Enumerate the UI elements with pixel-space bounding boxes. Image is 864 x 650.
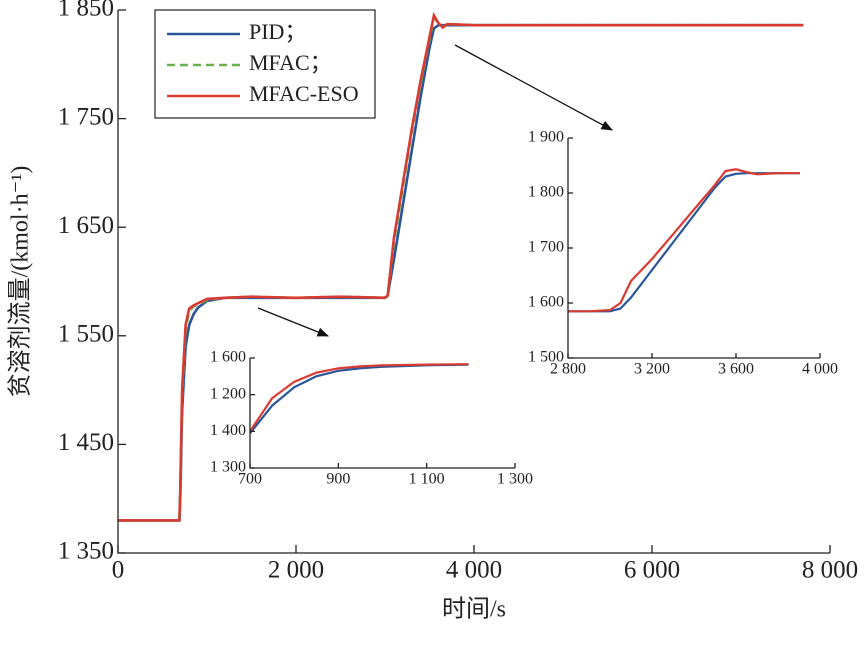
x-tick-label: 2 000 bbox=[268, 556, 324, 583]
x-tick-label: 8 000 bbox=[802, 556, 858, 583]
x-axis-label: 时间/s bbox=[442, 596, 506, 623]
zoom-arrow bbox=[454, 44, 614, 131]
x-tick-label: 3 200 bbox=[634, 361, 670, 378]
x-tick-label: 4 000 bbox=[802, 361, 838, 378]
y-tick-label: 1 550 bbox=[58, 321, 114, 348]
x-tick-label: 6 000 bbox=[624, 556, 680, 583]
y-tick-label: 1 900 bbox=[528, 129, 564, 146]
y-tick-label: 1 400 bbox=[210, 422, 246, 439]
y-tick-label: 1 600 bbox=[528, 294, 564, 311]
legend-label: MFAC； bbox=[249, 50, 332, 75]
y-tick-label: 1 750 bbox=[58, 103, 114, 130]
y-tick-label: 1 300 bbox=[210, 459, 246, 476]
x-tick-label: 900 bbox=[326, 471, 350, 488]
series-line bbox=[568, 168, 800, 313]
y-tick-label: 1 800 bbox=[528, 184, 564, 201]
y-tick-label: 1 850 bbox=[58, 0, 114, 22]
legend-label: MFAC-ESO bbox=[249, 81, 359, 106]
zoom-arrow bbox=[257, 307, 330, 337]
inset-background bbox=[569, 138, 821, 358]
x-tick-label: 3 600 bbox=[718, 361, 754, 378]
y-tick-label: 1 500 bbox=[528, 349, 564, 366]
x-tick-label: 0 bbox=[112, 556, 125, 583]
y-tick-label: 1 600 bbox=[210, 349, 246, 366]
y-axis-label: 贫溶剂流量/(kmol·h⁻¹) bbox=[7, 166, 34, 398]
series-line bbox=[249, 363, 469, 432]
y-tick-label: 1 350 bbox=[58, 538, 114, 565]
series-line bbox=[118, 11, 804, 522]
x-tick-label: 1 100 bbox=[409, 471, 445, 488]
inset-background bbox=[251, 358, 516, 468]
y-tick-label: 1 650 bbox=[58, 212, 114, 239]
x-tick-label: 2 800 bbox=[550, 361, 586, 378]
legend-box bbox=[154, 9, 376, 119]
y-tick-label: 1 200 bbox=[210, 385, 246, 402]
legend-label: PID； bbox=[249, 19, 306, 44]
y-tick-label: 1 450 bbox=[58, 429, 114, 456]
x-tick-label: 4 000 bbox=[446, 556, 502, 583]
y-tick-label: 1 700 bbox=[528, 239, 564, 256]
x-tick-label: 1 300 bbox=[497, 471, 533, 488]
x-tick-label: 700 bbox=[238, 471, 262, 488]
